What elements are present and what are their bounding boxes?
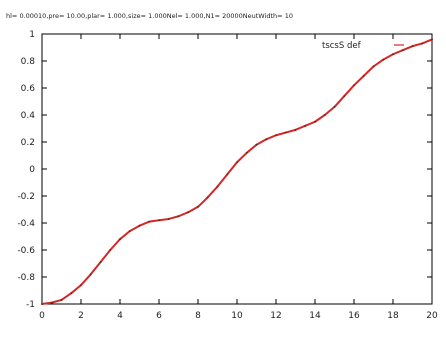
data-point (109, 249, 112, 251)
data-point (333, 106, 336, 108)
data-point (197, 205, 199, 208)
data-point (41, 303, 43, 305)
data-point (167, 218, 170, 220)
y-tick-label: 1 (29, 30, 35, 40)
y-tick-label: -0.2 (17, 192, 35, 202)
data-point (60, 299, 63, 301)
data-point (431, 38, 433, 41)
data-point (206, 196, 209, 199)
legend: tscsS def (322, 41, 404, 51)
data-point (284, 131, 287, 134)
data-point (421, 42, 424, 45)
series-layer (41, 38, 433, 305)
x-tick-label: 2 (78, 311, 84, 321)
data-point (362, 74, 365, 77)
data-point (372, 65, 375, 68)
data-point (343, 95, 346, 97)
data-point (226, 173, 229, 176)
x-tick-label: 12 (270, 311, 281, 321)
series-line (41, 38, 433, 305)
x-tick-label: 8 (195, 311, 201, 321)
data-point (216, 185, 219, 188)
data-point (401, 49, 404, 52)
y-tick-label: 0 (29, 165, 35, 175)
data-point (119, 238, 121, 241)
x-tick-label: 20 (426, 311, 438, 321)
x-tick-label: 10 (231, 311, 243, 321)
axis-ticks: 0 2 4 6 8 10 12 14 16 18 20 1 0.8 0.6 0.4 0.2 0 -0.2 -0.4 -… (17, 30, 438, 321)
data-point (99, 261, 102, 264)
legend-label: tscsS def (322, 41, 362, 51)
data-point (89, 273, 92, 276)
data-point (323, 114, 326, 116)
data-point (80, 284, 82, 286)
data-point (177, 215, 180, 218)
data-point (70, 292, 73, 295)
y-tick-label: -0.8 (17, 273, 35, 283)
data-point (382, 58, 385, 61)
y-tick-label: -0.4 (17, 219, 35, 229)
x-tick-label: 14 (309, 311, 321, 321)
x-tick-label: 18 (387, 311, 399, 321)
x-tick-label: 0 (39, 311, 45, 321)
data-point (275, 134, 277, 137)
data-point (138, 224, 141, 227)
y-tick-label: -1 (26, 300, 35, 310)
data-point (392, 53, 394, 56)
data-point (265, 138, 268, 141)
data-point (50, 301, 53, 304)
y-tick-label: 0.2 (21, 138, 35, 148)
x-tick-label: 4 (117, 311, 123, 321)
data-point (148, 220, 151, 223)
data-point (353, 84, 355, 87)
chart-title: hl= 0.00010,pre= 10.00,plar= 1.000,size=… (6, 12, 293, 20)
y-tick-label: 0.4 (21, 111, 36, 121)
x-tick-label: 6 (156, 311, 162, 321)
y-tick-label: -0.6 (17, 246, 35, 256)
data-point (187, 211, 190, 214)
data-point (294, 128, 297, 131)
data-point (304, 124, 307, 127)
data-point (314, 120, 316, 123)
data-point (158, 219, 160, 222)
data-point (411, 45, 414, 48)
data-point (255, 143, 258, 146)
y-tick-label: 0.6 (21, 84, 36, 94)
y-tick-label: 0.8 (21, 57, 36, 67)
data-point (245, 151, 248, 154)
data-point (236, 161, 238, 164)
x-tick-label: 16 (348, 311, 360, 321)
data-point (128, 230, 131, 233)
